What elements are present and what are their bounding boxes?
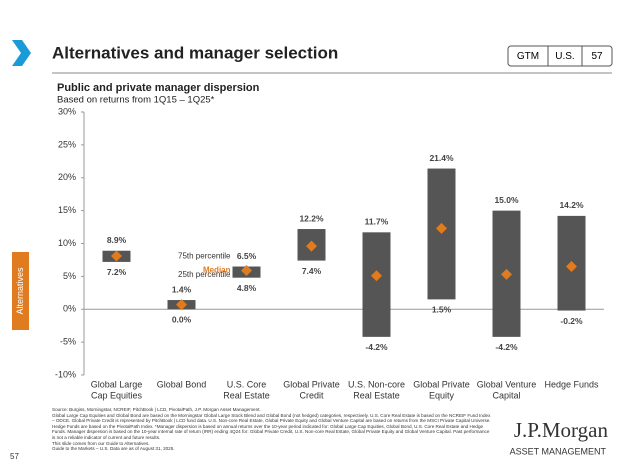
y-tick-label: 0% [63, 304, 76, 314]
tag: 57 [591, 51, 603, 62]
value-label: 7.2% [107, 267, 127, 277]
median-marker [176, 299, 187, 311]
median-marker [501, 268, 512, 280]
value-label: 14.2% [559, 200, 584, 210]
y-tick-label: 10% [58, 238, 76, 248]
y-tick-label: 30% [58, 106, 76, 116]
footnote: This slide comes from our Guide to Alter… [52, 440, 150, 446]
x-tick-label: Credit [299, 390, 324, 400]
x-tick-label: Global Venture [477, 379, 537, 389]
y-tick-label: -5% [60, 337, 76, 347]
footnotes: Source: Burgiss, Morningstar, NCREIF, Pi… [52, 407, 492, 452]
side-tab [12, 252, 29, 330]
chart-title: Public and private manager dispersion [57, 82, 260, 94]
legend-label: Median [203, 266, 231, 275]
footnote: Guide to the Markets – U.S. Data are as … [52, 446, 175, 452]
logo: J.P.Morgan [514, 418, 609, 442]
page-title: Alternatives and manager selection [52, 43, 338, 62]
x-tick-label: Cap Equities [91, 390, 143, 400]
value-label: -0.2% [560, 316, 583, 326]
x-tick-label: Global Bond [157, 379, 207, 389]
x-tick-label: Equity [429, 390, 455, 400]
x-tick-label: Global Private [413, 379, 470, 389]
x-tick-label: Hedge Funds [544, 379, 599, 389]
value-label: 4.8% [237, 283, 257, 293]
median-marker [111, 250, 122, 262]
logo-sub: ASSET MANAGEMENT [510, 446, 607, 456]
value-label: 8.9% [107, 235, 127, 245]
footnote: Global Large Cap Equities and Global Bon… [52, 412, 491, 440]
y-tick-label: 5% [63, 271, 76, 281]
legend-label: 25th percentile [178, 270, 231, 279]
x-tick-label: U.S. Core [227, 379, 267, 389]
value-label: 0.0% [172, 315, 192, 325]
page-number: 57 [10, 452, 19, 461]
median-marker [371, 270, 382, 282]
y-tick-label: -10% [55, 369, 76, 379]
side-tab-label: Alternatives [15, 267, 25, 315]
bar [362, 232, 391, 337]
x-tick-label: Global Private [283, 379, 340, 389]
x-tick-label: U.S. Non-core [348, 379, 405, 389]
value-label: 12.2% [299, 213, 324, 223]
median-marker [241, 264, 252, 276]
median-marker [436, 222, 447, 234]
y-tick-label: 25% [58, 139, 76, 149]
bar [427, 168, 456, 300]
tag: GTM [517, 51, 539, 62]
value-label: 6.5% [237, 251, 257, 261]
x-tick-label: Real Estate [223, 390, 270, 400]
tag-box [507, 45, 613, 67]
value-label: 11.7% [365, 217, 389, 227]
median-marker [566, 261, 577, 273]
value-label: 1.4% [172, 284, 192, 294]
value-label: -4.2% [495, 342, 518, 352]
chart-subtitle: Based on returns from 1Q15 – 1Q25* [57, 95, 215, 106]
value-label: 15.0% [494, 195, 519, 205]
x-tick-label: Global Large [91, 379, 143, 389]
chevron-icon [12, 40, 31, 66]
value-label: -4.2% [365, 342, 388, 352]
footnote: Source: Burgiss, Morningstar, NCREIF, Pi… [52, 407, 261, 412]
tag: U.S. [555, 51, 574, 62]
y-tick-label: 15% [58, 205, 76, 215]
x-tick-label: Real Estate [353, 390, 400, 400]
x-tick-label: Capital [492, 390, 520, 400]
value-label: 7.4% [302, 266, 322, 276]
value-label: 1.5% [432, 305, 452, 315]
median-marker [306, 240, 317, 252]
y-tick-label: 20% [58, 172, 76, 182]
value-label: 21.4% [429, 153, 454, 163]
legend-label: 75th percentile [178, 252, 231, 261]
